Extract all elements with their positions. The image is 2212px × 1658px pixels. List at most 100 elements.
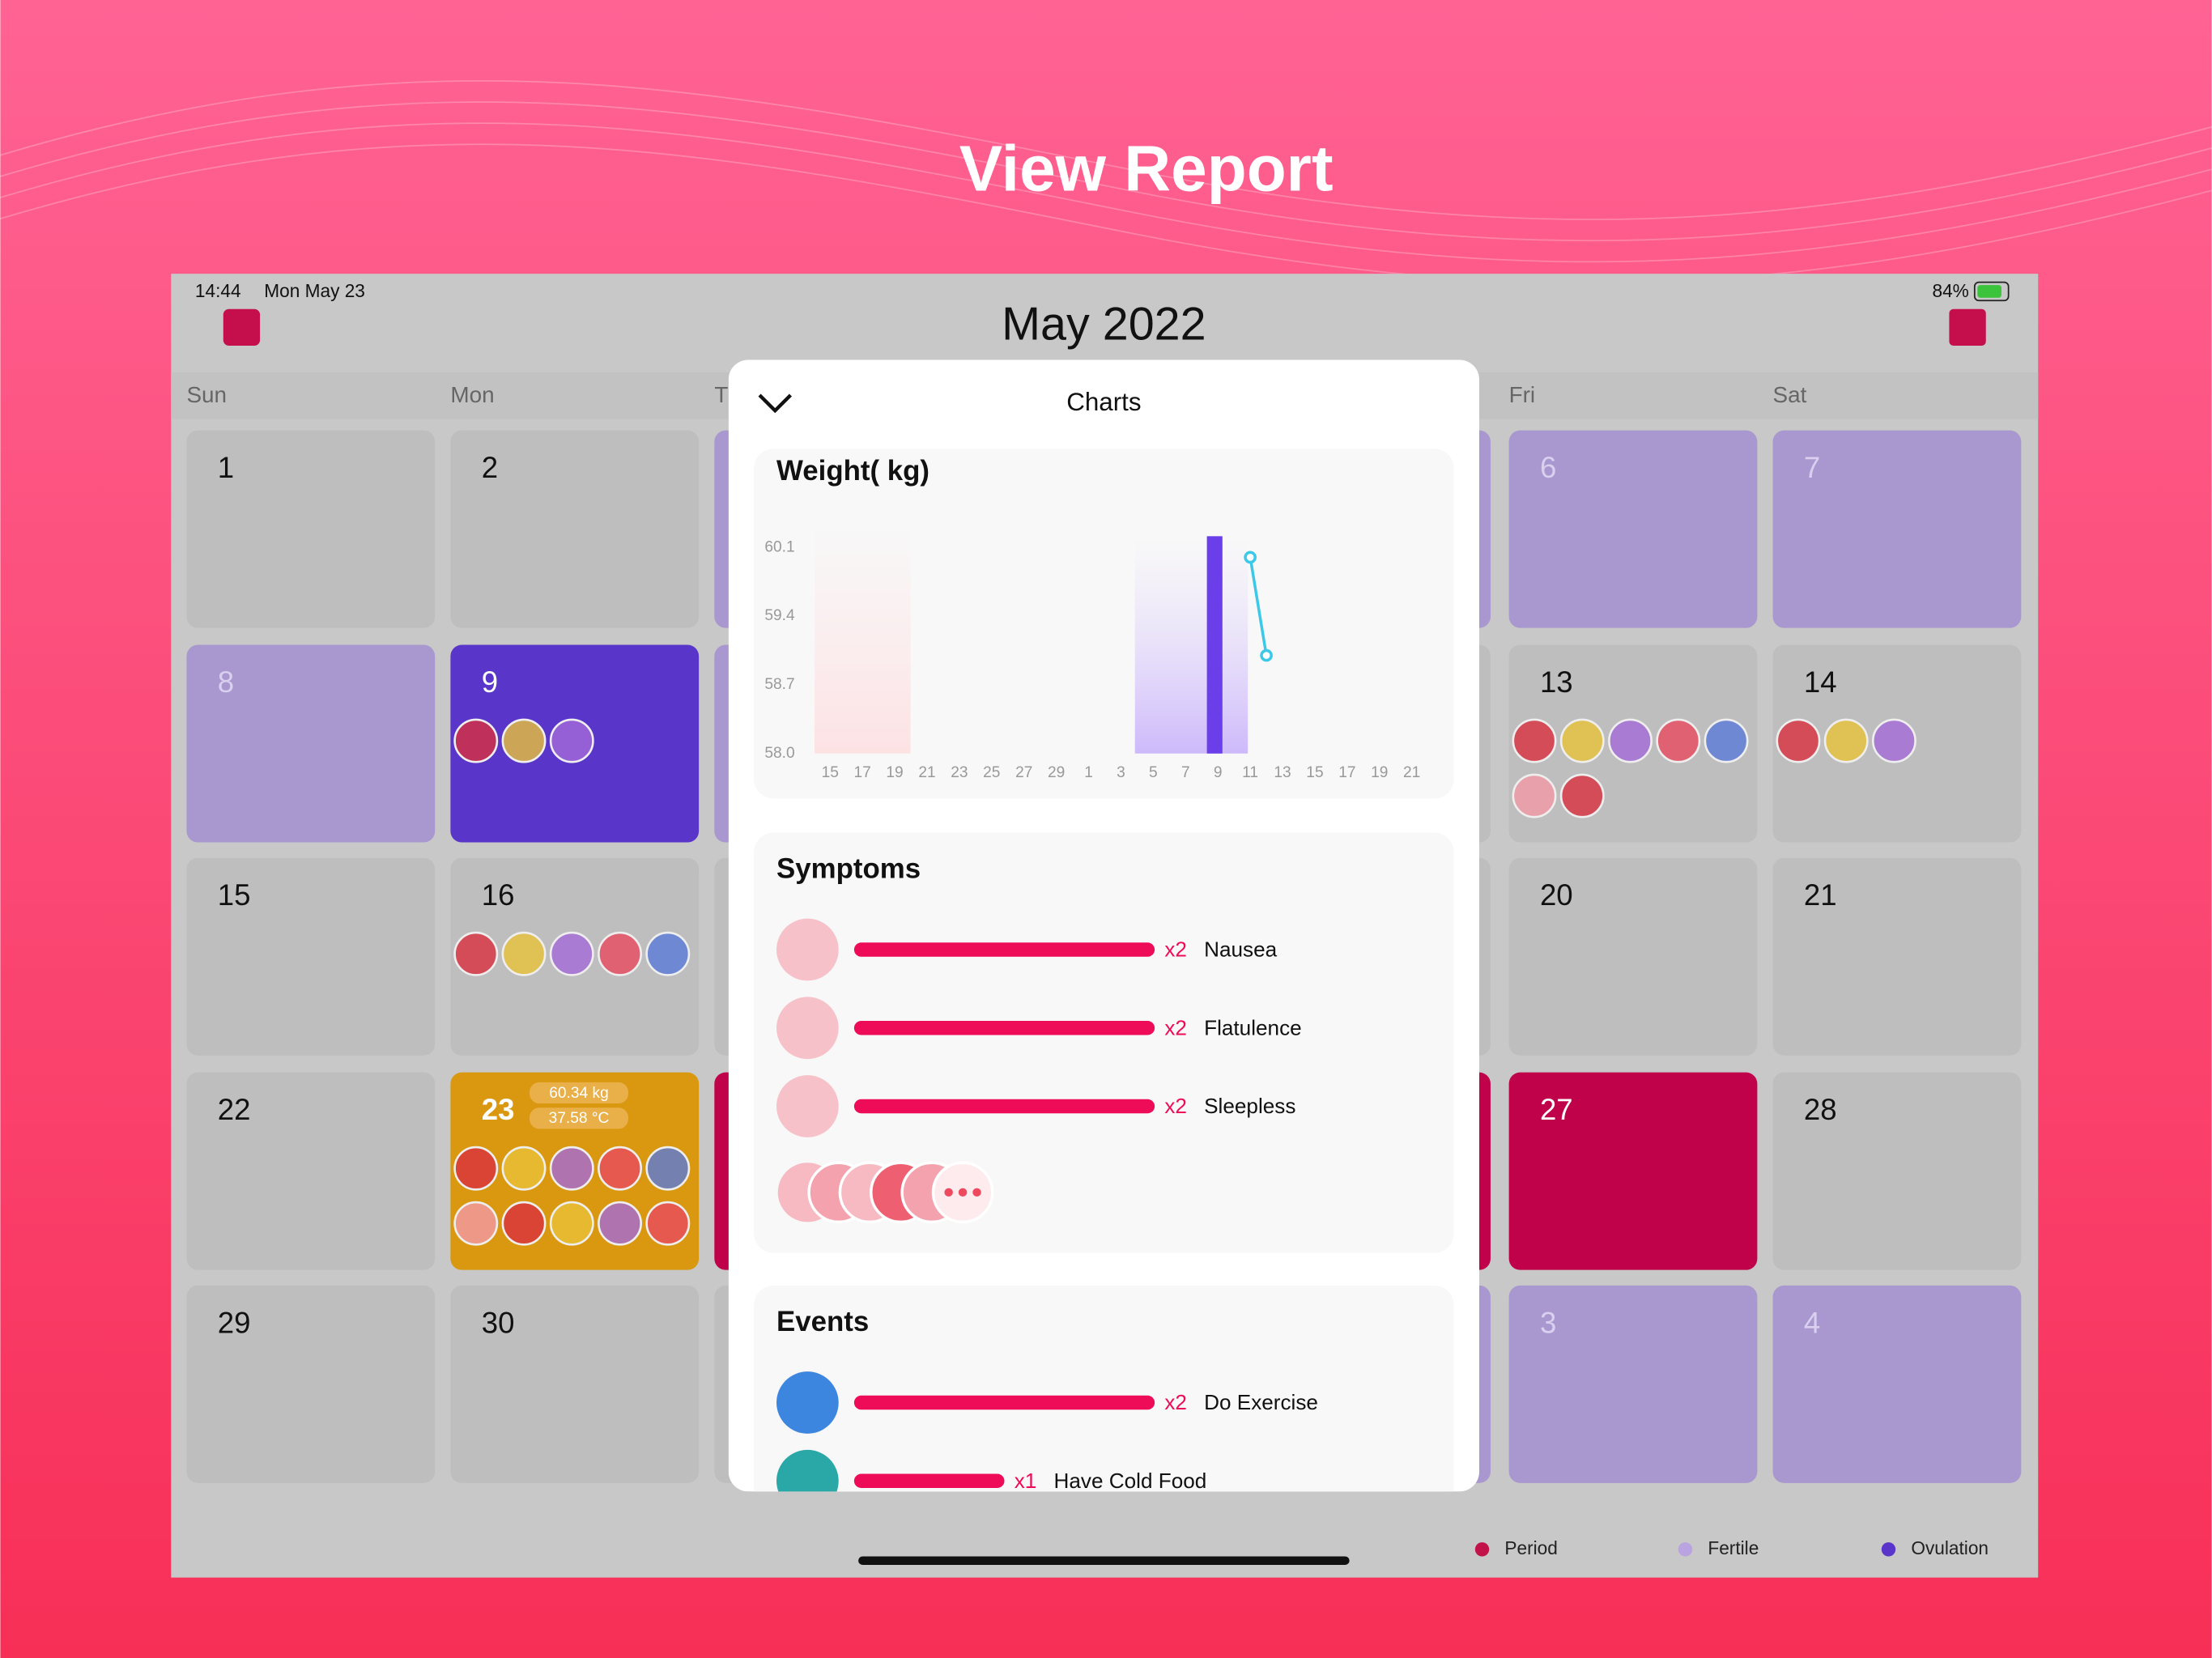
section-title: Symptoms: [776, 853, 921, 885]
day-icon: [453, 718, 499, 763]
weekday: Sat: [1773, 382, 1807, 407]
legend: Period Fertile Ovulation: [1474, 1537, 1989, 1558]
day-icon: [501, 718, 547, 763]
day-note: 37.58 °C: [549, 1110, 610, 1127]
day-icon: [453, 931, 499, 976]
day-icon: [645, 931, 691, 976]
day-cell[interactable]: [1508, 857, 1758, 1056]
day-number: 28: [1804, 1093, 1837, 1126]
day-number: 20: [1540, 878, 1573, 912]
ovulation-band: [1206, 536, 1223, 754]
x-tick-label: 5: [1149, 764, 1158, 781]
day-icon: [453, 1201, 499, 1246]
day-cell[interactable]: [186, 430, 436, 628]
x-tick-label: 11: [1242, 764, 1258, 781]
count-label: x2: [1164, 937, 1187, 962]
note-pill: [529, 1107, 629, 1129]
note-pill: [529, 1082, 629, 1104]
chart-title: Weight( kg): [776, 455, 929, 487]
y-tick-label: 58.7: [764, 676, 794, 693]
count-label: x1: [1015, 1469, 1037, 1493]
day-cell[interactable]: [450, 430, 700, 628]
day-cell[interactable]: [1508, 430, 1758, 628]
day-icon: [453, 1146, 499, 1191]
battery-icon: [1973, 281, 2010, 302]
weekday: T: [714, 382, 728, 407]
day-icon: [1704, 718, 1749, 763]
day-icon: [598, 931, 642, 976]
day-number: 8: [218, 665, 234, 699]
count-label: x2: [1164, 1094, 1187, 1118]
item-icon: [776, 1075, 839, 1137]
item-icon: [776, 1371, 839, 1434]
day-cell[interactable]: [1772, 857, 2022, 1056]
day-number: 22: [218, 1093, 251, 1126]
day-number: 14: [1804, 665, 1837, 699]
month-title: May 2022: [1002, 299, 1206, 351]
day-icon: [645, 1146, 691, 1191]
day-icon: [1608, 718, 1653, 763]
decor-waves: [0, 79, 2212, 284]
count-label: x2: [1164, 1390, 1187, 1414]
day-icon: [1512, 718, 1557, 763]
close-chevron[interactable]: [758, 393, 792, 414]
day-number: 4: [1804, 1306, 1820, 1339]
x-tick-label: 19: [886, 764, 903, 781]
day-cell[interactable]: [186, 857, 436, 1056]
day-number: 2: [482, 451, 498, 484]
weekday: Sun: [186, 382, 227, 407]
day-icon: [501, 1146, 547, 1191]
x-tick-label: 15: [822, 764, 839, 781]
item-name: Flatulence: [1204, 1015, 1302, 1039]
item-name: Have Cold Food: [1054, 1469, 1207, 1493]
x-tick-label: 13: [1274, 764, 1291, 781]
day-icon: [549, 718, 594, 763]
day-cell[interactable]: [1508, 1072, 1758, 1270]
legend-label: Period: [1504, 1537, 1557, 1558]
item-name: Nausea: [1204, 937, 1278, 962]
day-icon: [645, 1201, 691, 1246]
count-label: x2: [1164, 1015, 1187, 1039]
item-name: Sleepless: [1204, 1094, 1295, 1118]
notes-button[interactable]: [223, 308, 261, 346]
day-cell[interactable]: [1508, 1285, 1758, 1483]
weight-line: [1249, 557, 1268, 656]
x-tick-label: 3: [1117, 764, 1125, 781]
x-tick-label: 9: [1214, 764, 1223, 781]
day-cell[interactable]: [1772, 1285, 2022, 1483]
report-button[interactable]: [1949, 308, 1986, 346]
count-bar: [853, 942, 1155, 957]
day-cell[interactable]: [450, 1285, 700, 1483]
day-cell[interactable]: [186, 1285, 436, 1483]
x-tick-label: 7: [1181, 764, 1190, 781]
count-bar: [853, 1099, 1155, 1114]
day-cell[interactable]: [1772, 1072, 2022, 1270]
x-tick-label: 1: [1084, 764, 1093, 781]
day-icon: [501, 931, 547, 976]
status-time: 14:44: [195, 280, 241, 301]
legend-swatch: [1678, 1542, 1693, 1557]
day-number: 7: [1804, 451, 1820, 484]
day-cell[interactable]: [186, 644, 436, 843]
section-title: Events: [776, 1306, 869, 1337]
x-tick-label: 21: [1403, 764, 1420, 781]
day-icon: [1512, 773, 1557, 818]
page-title: View Report: [959, 132, 1334, 205]
battery-level: [1977, 285, 2001, 298]
weekday: Mon: [450, 382, 494, 407]
fertile-band: [1134, 536, 1249, 754]
day-number: 3: [1540, 1306, 1556, 1339]
period-band: [815, 521, 911, 754]
symptoms-card: [754, 832, 1454, 1253]
count-bar: [853, 1395, 1155, 1410]
day-cell[interactable]: [186, 1072, 436, 1270]
day-number: 23: [482, 1093, 515, 1126]
x-tick-label: 27: [1015, 764, 1032, 781]
x-tick-label: 19: [1371, 764, 1388, 781]
x-tick-label: 25: [983, 764, 1000, 781]
y-tick-label: 59.4: [764, 607, 795, 624]
day-number: 1: [218, 451, 234, 484]
day-cell[interactable]: [1772, 430, 2022, 628]
